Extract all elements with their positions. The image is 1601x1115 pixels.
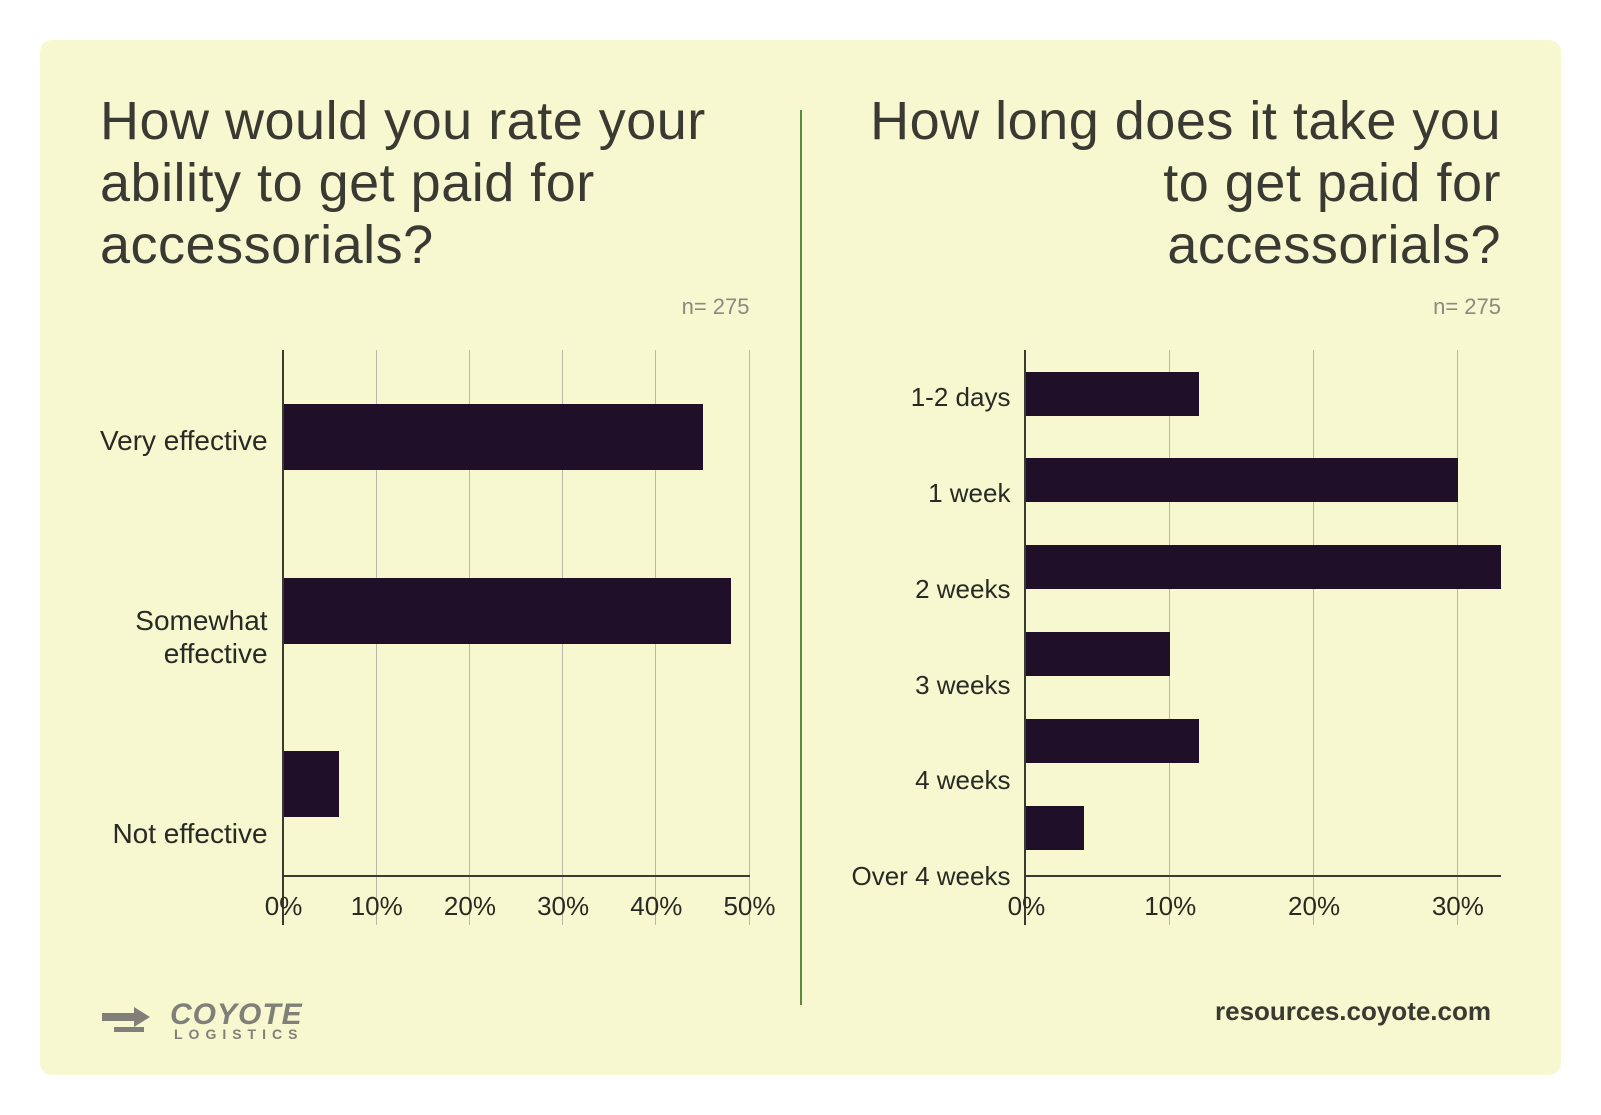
bar (284, 751, 340, 817)
right-n-label: n= 275 (852, 294, 1502, 320)
right-chart: 1-2 days 1 week 2 weeks 3 weeks 4 weeks Over … (852, 350, 1502, 925)
category-label: 1-2 days (852, 383, 1011, 413)
infographic-panel: How would you rate your ability to get p… (40, 40, 1561, 1075)
right-chart-title: How long does it take you to get paid fo… (852, 90, 1502, 276)
logo-text: COYOTE LOGISTICS (170, 1001, 303, 1041)
left-chart-title: How would you rate your ability to get p… (100, 90, 750, 276)
x-tick-label: 10% (1144, 891, 1196, 922)
category-label: Somewhat effective (100, 605, 268, 669)
canvas: How would you rate your ability to get p… (0, 0, 1601, 1115)
x-tick-label: 20% (444, 891, 496, 922)
bar (1026, 372, 1199, 416)
right-y-labels: 1-2 days 1 week 2 weeks 3 weeks 4 weeks Over … (852, 350, 1025, 925)
left-n-label: n= 275 (100, 294, 750, 320)
logo-main-text: COYOTE (170, 1001, 303, 1028)
category-label: 1 week (852, 479, 1011, 509)
logo-sub-text: LOGISTICS (170, 1028, 303, 1041)
left-y-labels: Very effective Somewhat effective Not effe… (100, 350, 282, 925)
bar (1026, 719, 1199, 763)
bar (1026, 632, 1170, 676)
right-bars (1026, 350, 1501, 871)
logo: COYOTE LOGISTICS (100, 1001, 303, 1041)
x-tick-label: 0% (265, 891, 303, 922)
right-x-axis: 0%10%20%30% (1026, 875, 1501, 925)
x-tick-label: 30% (1432, 891, 1484, 922)
x-tick-label: 10% (351, 891, 403, 922)
bar (1026, 806, 1084, 850)
bar (284, 578, 731, 644)
left-column: How would you rate your ability to get p… (100, 90, 800, 1035)
right-plot-area: 0%10%20%30% (1024, 350, 1501, 925)
logo-arrow-icon (100, 1001, 160, 1041)
left-bars (284, 350, 750, 871)
bar (1026, 545, 1501, 589)
category-label: Very effective (100, 425, 268, 457)
right-column: How long does it take you to get paid fo… (802, 90, 1502, 1035)
footer-url: resources.coyote.com (1215, 996, 1491, 1027)
left-plot-area: 0%10%20%30%40%50% (282, 350, 750, 925)
x-tick-label: 20% (1288, 891, 1340, 922)
category-label: 2 weeks (852, 575, 1011, 605)
category-label: 3 weeks (852, 671, 1011, 701)
left-chart: Very effective Somewhat effective Not effe… (100, 350, 750, 925)
left-x-axis: 0%10%20%30%40%50% (284, 875, 750, 925)
x-tick-label: 0% (1008, 891, 1046, 922)
category-label: Not effective (100, 818, 268, 850)
bar (1026, 458, 1457, 502)
category-label: 4 weeks (852, 766, 1011, 796)
x-tick-label: 40% (630, 891, 682, 922)
category-label: Over 4 weeks (852, 862, 1011, 892)
x-tick-label: 30% (537, 891, 589, 922)
x-tick-label: 50% (723, 891, 775, 922)
bar (284, 404, 703, 470)
